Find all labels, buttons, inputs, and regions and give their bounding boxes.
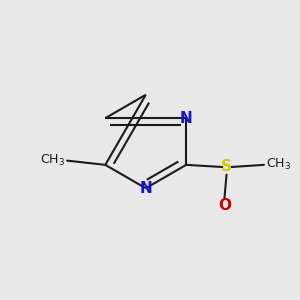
- Text: CH$_3$: CH$_3$: [266, 157, 292, 172]
- Text: N: N: [180, 111, 193, 126]
- Text: S: S: [221, 160, 232, 175]
- Text: O: O: [218, 198, 231, 213]
- Text: CH$_3$: CH$_3$: [40, 153, 65, 168]
- Text: N: N: [140, 181, 152, 196]
